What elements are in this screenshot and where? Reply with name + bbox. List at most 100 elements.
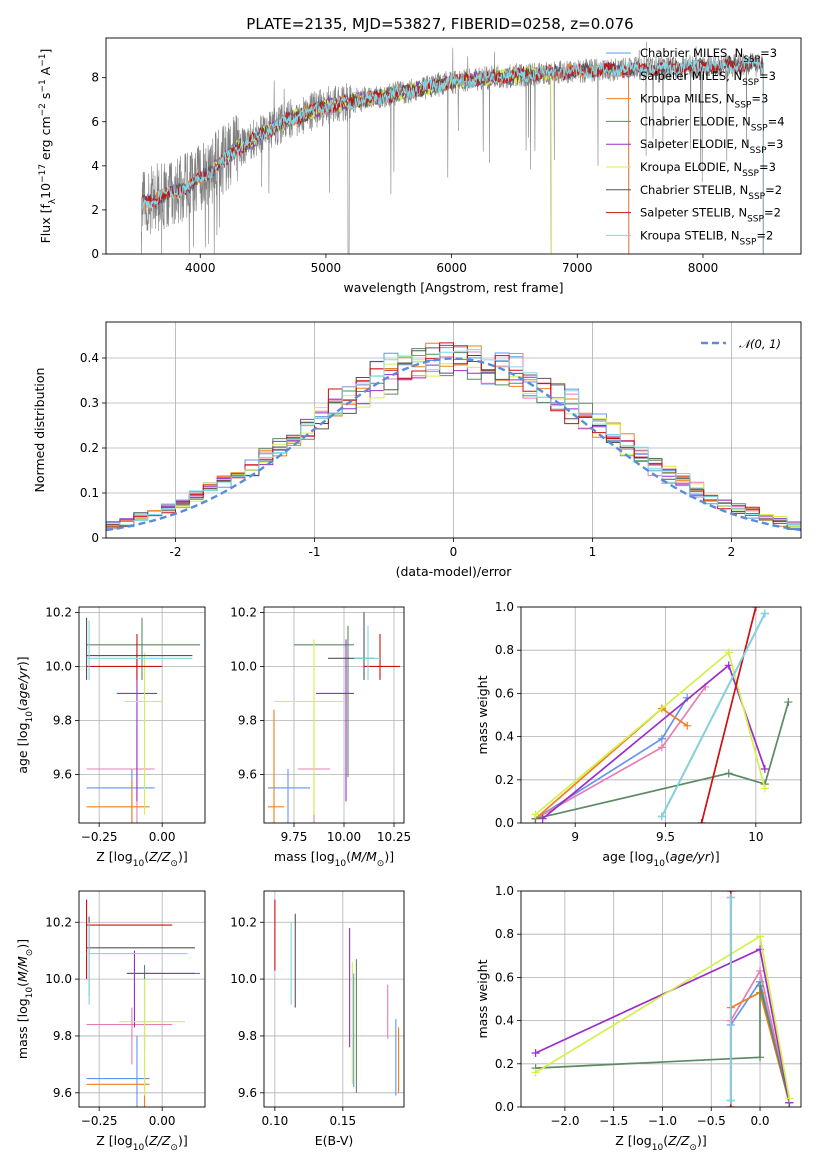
mass-z-panel: −0.25 0.009.69.810.010.2Z [log10(Z/Z⊙)]ma… [15, 890, 206, 1153]
weight-z-xtick-label: 0.0 [750, 1114, 769, 1128]
mass-weight-line [661, 613, 766, 817]
legend-subscript: SSP [742, 169, 759, 179]
spectrum-plot-area [140, 41, 764, 254]
spectrum-ytick-label: 6 [91, 115, 99, 129]
mass-weight-marker [760, 609, 769, 618]
weight-z-ylabel-part: mass weight [475, 959, 490, 1038]
spectrum-xlabel: wavelength [Angstrom, rest frame] [343, 280, 563, 295]
weight-age-xlabel-part: age [log [602, 849, 653, 864]
residuals-axes-frame [105, 321, 802, 539]
mass-z-xlabel: Z [log10(Z/Z⊙)] [96, 1133, 187, 1153]
spectrum-ytick-label: 2 [91, 203, 99, 217]
age-z-xlabel-part: 10 [133, 859, 145, 869]
legend-series-name: Salpeter MILES, N [640, 69, 742, 83]
mass-z-ylabel-part: 10 [25, 987, 35, 999]
mass-z-ylabel-part: )] [15, 939, 30, 949]
age-mass-xlabel-part: ( [346, 849, 351, 864]
mass-weight-marker [756, 966, 765, 975]
weight-z-xlabel-part: Z/Z [667, 1133, 690, 1148]
weight-age-ytick-label: 0.8 [495, 643, 514, 657]
legend-subscript: SSP [750, 146, 767, 156]
mass-weight-marker [756, 932, 765, 941]
spectrum-ylabel-part: λ [48, 198, 58, 204]
mass-weight-marker [756, 1053, 765, 1062]
residuals-xtick-label: -2 [170, 545, 182, 559]
weight-z-xlabel-part: Z [log [615, 1133, 651, 1148]
mass-weight-marker [657, 734, 666, 743]
mass-weight-line [534, 707, 688, 820]
mass-ebv-ytick-label: 10.2 [230, 915, 257, 929]
weight-age-ytick-label: 0.4 [495, 730, 514, 744]
mass-weight-marker [538, 814, 547, 823]
spectrum-ylabel-part: A [38, 66, 53, 79]
weight-z-ylabel: mass weight [475, 959, 490, 1038]
mass-z-ylabel-part: ⊙ [25, 949, 35, 957]
mass-weight-marker [724, 769, 733, 778]
spectrum-ylabel-part: −17 [38, 164, 48, 183]
legend-label: Salpeter ELODIE, NSSP=3 [640, 137, 783, 156]
legend-series-name: Salpeter STELIB, N [640, 206, 747, 220]
legend-label: Salpeter MILES, NSSP=3 [640, 69, 776, 88]
weight-z-ytick-label: 0.4 [495, 1014, 514, 1028]
weight-z-panel: −2.0 −1.5 −1.0 −0.5 0.0 0.0 0.2 0.4 0.6 0.8 1.0 Z [… [475, 884, 802, 1153]
age-z-ytick-label: 9.6 [53, 767, 72, 781]
legend-label: Chabrier MILES, NSSP=3 [640, 46, 777, 65]
legend-nssp: =2 [765, 183, 782, 197]
mass-weight-marker [784, 698, 793, 707]
mass-weight-line [700, 607, 757, 823]
residuals-ytick-label: 0.4 [80, 351, 99, 365]
spectrum-ylabel-part: s [38, 93, 53, 104]
weight-age-ytick-label: 1.0 [495, 600, 514, 614]
weight-z-xlabel-part: )] [697, 1133, 707, 1148]
age-z-xlabel-part: )] [178, 849, 188, 864]
mass-ebv-xtick-label: 0.10 [262, 1114, 289, 1128]
weight-age-xlabel-part: )] [710, 849, 720, 864]
mass-ebv-ytick-label: 10.0 [230, 972, 257, 986]
spectrum-xtick-label: 6000 [436, 261, 467, 275]
legend-label: Chabrier STELIB, NSSP=2 [640, 183, 782, 202]
mass-ebv-panel: 0.10 0.15 9.6 9.8 10.0 10.2 E(B-V) [230, 890, 405, 1148]
weight-z-ytick-label: 0.2 [495, 1057, 514, 1071]
mass-z-xlabel-part: ( [144, 1133, 149, 1148]
age-mass-xlabel-part: M/M [351, 849, 377, 864]
age-z-axes-frame [78, 606, 206, 824]
age-z-ytick-label: 10.0 [45, 659, 72, 673]
spectrum-xtick-label: 8000 [688, 261, 719, 275]
age-mass-ytick-label: 9.8 [238, 713, 257, 727]
weight-age-axes-frame [520, 606, 802, 824]
mass-ebv-axes-frame [263, 890, 405, 1108]
residuals-xtick-label: 2 [728, 545, 736, 559]
legend-series-name: Salpeter ELODIE, N [640, 137, 750, 151]
mass-ebv-ytick-label: 9.8 [238, 1029, 257, 1043]
residuals-xlabel-part: (data-model)/error [396, 564, 513, 579]
legend-series-name: Chabrier STELIB, N [640, 183, 748, 197]
age-z-ylabel-part: )] [15, 656, 30, 666]
mass-ebv-xlabel-part: E(B-V) [315, 1133, 354, 1148]
legend-nssp: =3 [751, 92, 768, 106]
mass-z-xlabel-part: 10 [133, 1143, 145, 1153]
weight-z-xlabel: Z [log10(Z/Z⊙)] [615, 1133, 706, 1153]
mass-weight-marker [531, 1068, 540, 1077]
mass-z-ytick-label: 9.6 [53, 1086, 72, 1100]
age-z-xtick-label: −0.25 [81, 830, 118, 844]
age-mass-xtick-label: 9.75 [281, 830, 308, 844]
age-mass-axes-frame [263, 606, 405, 824]
mass-weight-marker [785, 1094, 794, 1103]
age-z-ylabel: age [log10(age/yr)] [15, 656, 35, 773]
age-z-xtick-label: 0.00 [149, 830, 176, 844]
age-z-ylabel-part: age/yr [15, 665, 30, 706]
figure-title: PLATE=2135, MJD=53827, FIBERID=0258, z=0… [246, 15, 633, 33]
weight-z-xtick-label: −1.5 [599, 1114, 628, 1128]
weight-age-xlabel: age [log10(age/yr)] [602, 849, 719, 869]
residuals-plot-area [106, 342, 801, 532]
weight-z-ytick-label: 1.0 [495, 884, 514, 898]
mass-weight-marker [756, 982, 765, 991]
legend-nssp: =3 [759, 69, 776, 83]
mass-z-xtick-label: −0.25 [81, 1114, 118, 1128]
legend-nssp: =3 [760, 46, 777, 60]
legend-subscript: SSP [740, 237, 757, 247]
legend-nssp: =4 [768, 114, 785, 128]
weight-z-xlabel-part: ( [663, 1133, 668, 1148]
residuals-xlabel: (data-model)/error [396, 564, 513, 579]
legend-series-name: Kroupa STELIB, N [640, 228, 740, 242]
